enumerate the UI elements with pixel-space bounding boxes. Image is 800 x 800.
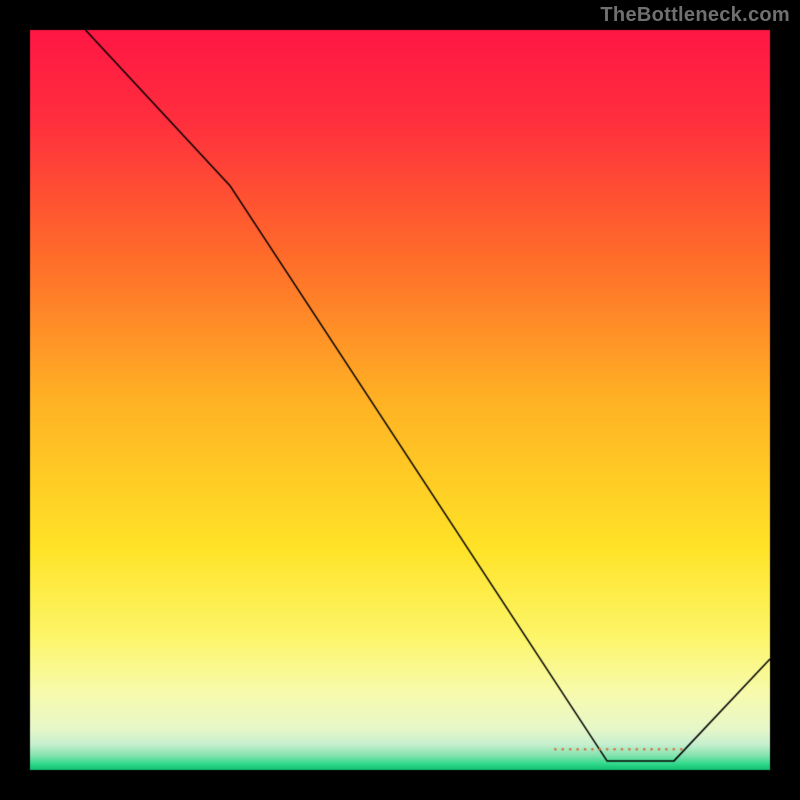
chart-container: TheBottleneck.com (0, 0, 800, 800)
watermark-text: TheBottleneck.com (600, 4, 790, 27)
gradient-chart-canvas (0, 0, 800, 800)
